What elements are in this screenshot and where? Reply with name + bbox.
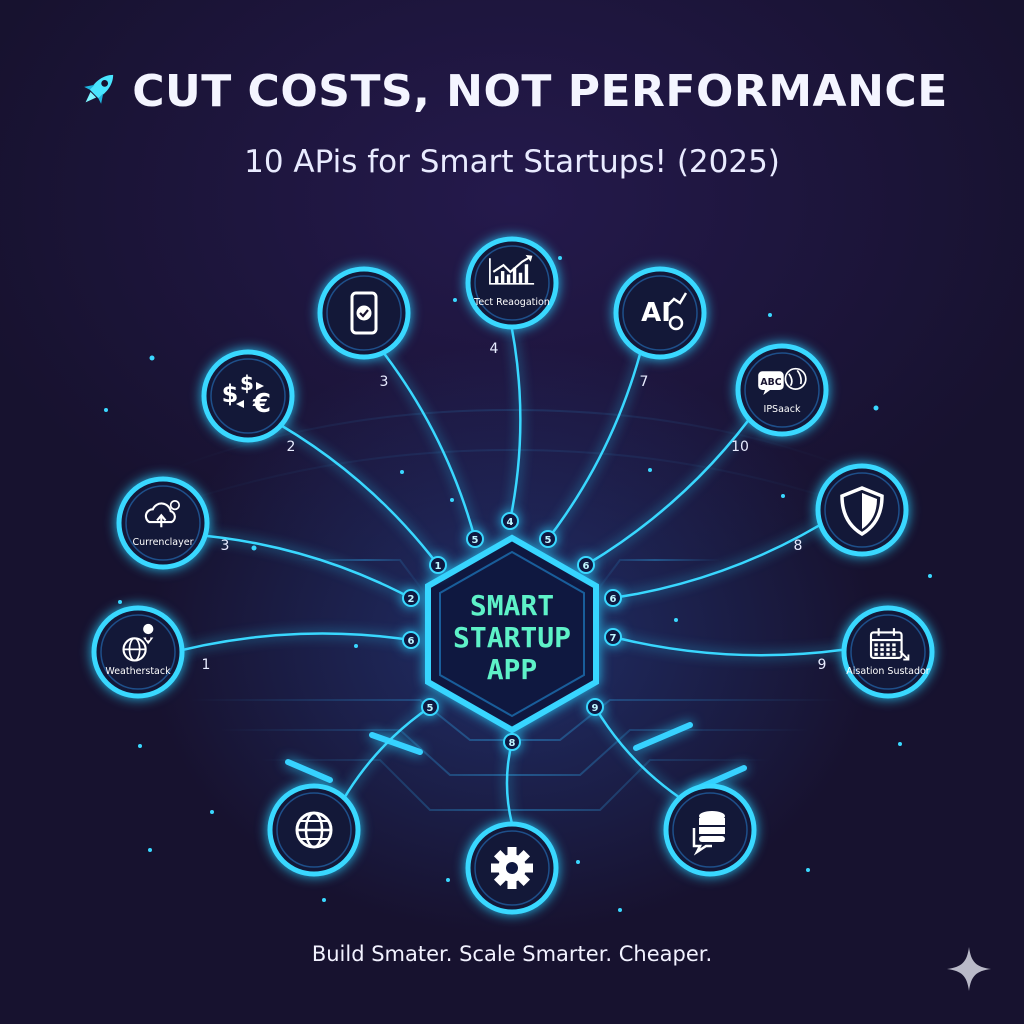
port-number: 6: [610, 594, 617, 605]
port-badge-web: 5: [421, 698, 439, 716]
connector-line-weather: [181, 632, 412, 652]
api-node-number: 4: [490, 341, 499, 357]
port-badge-ipstack: 6: [577, 556, 595, 574]
title-text: CUT COSTS, NOT PERFORMANCE: [132, 66, 948, 117]
api-node-web[interactable]: [267, 783, 361, 877]
cloud-upload-icon: [144, 499, 181, 528]
api-node-label: Weatherstack: [105, 666, 171, 677]
api-node-label: Tect Reaogation: [473, 297, 550, 308]
connector-line-web: [343, 705, 431, 799]
port-number: 5: [427, 703, 434, 714]
port-badge-security: 6: [604, 589, 622, 607]
port-number: 6: [583, 561, 590, 572]
port-number: 7: [610, 633, 617, 644]
port-number: 4: [507, 517, 514, 528]
port-number: 2: [408, 594, 415, 605]
database-chat-icon: [692, 811, 725, 856]
calendar-icon: [869, 628, 910, 661]
rocket-icon: [84, 74, 114, 104]
api-node-label: Currenclayer: [132, 537, 193, 548]
port-badge-ai: 5: [539, 530, 557, 548]
api-node-number: 9: [818, 657, 827, 673]
port-badge-phone: 5: [466, 530, 484, 548]
port-number: 5: [472, 535, 479, 546]
subtitle: 10 APis for Smart Startups! (2025): [244, 144, 780, 180]
api-node-number: 3: [380, 374, 389, 390]
connector-line-database: [593, 706, 681, 799]
svg-text:AI: AI: [641, 298, 671, 328]
phone-check-icon: [350, 291, 378, 335]
api-node-number: 3: [221, 538, 230, 554]
connector-line-phone: [382, 351, 477, 540]
api-node-ipstack[interactable]: ABC IPSaack: [735, 343, 829, 437]
api-node-number: 2: [287, 439, 296, 455]
connector-line-currency: [280, 424, 439, 566]
port-number: 1: [435, 561, 442, 572]
port-badge-weather: 6: [402, 631, 420, 649]
connector-line-settings: [505, 741, 514, 825]
api-node-number: 7: [640, 374, 649, 390]
port-badge-currency-layer: 2: [402, 589, 420, 607]
api-node-settings[interactable]: [465, 821, 559, 915]
port-number: 5: [545, 535, 552, 546]
sparkle-icon: [947, 947, 991, 991]
api-node-security[interactable]: [815, 463, 909, 557]
abc-map-icon: ABC: [758, 367, 807, 396]
hub-label-line-3: APP: [487, 653, 538, 686]
currency-exchange-icon: $ $€: [222, 371, 271, 419]
port-badge-text-recognition: 4: [501, 512, 519, 530]
port-badge-settings: 8: [503, 733, 521, 751]
connector-line-ipstack: [585, 418, 751, 567]
hub-hexagon: SMART STARTUP APP: [425, 534, 599, 734]
svg-text:$: $: [240, 371, 254, 395]
api-node-database[interactable]: [663, 783, 757, 877]
tagline: Build Smater. Scale Smarter. Cheaper.: [311, 942, 713, 966]
connector-line-text-recognition: [508, 326, 522, 522]
port-badge-database: 9: [586, 698, 604, 716]
connector-line-security: [612, 523, 822, 600]
port-badge-currency: 1: [429, 556, 447, 574]
port-number: 8: [509, 738, 516, 749]
page-title: CUT COSTS, NOT PERFORMANCE: [0, 66, 1024, 117]
port-number: 6: [408, 636, 415, 647]
api-node-ai[interactable]: AI: [613, 266, 707, 360]
api-node-phone[interactable]: [317, 266, 411, 360]
port-badges: 6 2 1 5 4 5 6 6 7 5 8 9: [402, 512, 622, 751]
connector-line-ai: [547, 352, 642, 540]
api-node-text-recognition[interactable]: Tect Reaogation: [465, 236, 559, 330]
particles: [104, 256, 932, 912]
api-node-scheduler[interactable]: Aisation Sustador: [841, 605, 935, 699]
shield-icon: [840, 486, 884, 537]
connector-line-currency-layer: [204, 534, 412, 600]
svg-text:$: $: [222, 380, 239, 408]
connector-line-scheduler: [612, 635, 845, 657]
port-badge-scheduler: 7: [604, 628, 622, 646]
ai-gear-icon: AI: [641, 292, 688, 331]
api-node-number: 10: [731, 439, 749, 455]
api-node-currency[interactable]: $ $€: [201, 349, 295, 443]
api-node-weather[interactable]: Weatherstack: [91, 605, 185, 699]
globe-pin-icon: [122, 623, 154, 662]
api-node-label: Aisation Sustador: [846, 666, 930, 677]
api-node-label: IPSaack: [764, 404, 801, 415]
hub-label-line-1: SMART: [470, 589, 554, 622]
gear-icon: [491, 847, 533, 889]
api-node-currency-layer[interactable]: Currenclayer: [116, 476, 210, 570]
api-node-number: 8: [794, 538, 803, 554]
api-node-number: 1: [202, 657, 211, 673]
hub-label-line-2: STARTUP: [453, 621, 571, 654]
svg-text:€: €: [252, 389, 271, 419]
globe-icon: [295, 811, 333, 849]
port-number: 9: [592, 703, 599, 714]
chart-growth-icon: [489, 254, 535, 285]
svg-text:ABC: ABC: [760, 377, 781, 388]
